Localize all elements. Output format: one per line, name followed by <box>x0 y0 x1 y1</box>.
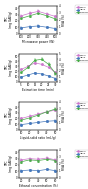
Legend: DPPH, ABTS, Reducing power: DPPH, ABTS, Reducing power <box>75 5 88 14</box>
Y-axis label: RSA (%): RSA (%) <box>62 110 66 122</box>
Y-axis label: TPC
(mg GAE/g): TPC (mg GAE/g) <box>5 107 13 124</box>
Legend: DPPH, ABTS, Reducing power: DPPH, ABTS, Reducing power <box>75 53 88 62</box>
X-axis label: Extraction time (min): Extraction time (min) <box>22 88 54 92</box>
Y-axis label: RSA (%): RSA (%) <box>62 14 66 26</box>
X-axis label: Microwave power (W): Microwave power (W) <box>22 40 54 44</box>
Y-axis label: RSA (%): RSA (%) <box>62 158 66 170</box>
Y-axis label: TPC
(mg GAE/g): TPC (mg GAE/g) <box>5 11 13 28</box>
Legend: DPPH, ABTS, Reducing power: DPPH, ABTS, Reducing power <box>75 149 88 158</box>
Y-axis label: TPC
(mg GAE/g): TPC (mg GAE/g) <box>5 59 13 76</box>
Y-axis label: RSA (%): RSA (%) <box>62 62 66 74</box>
X-axis label: Ethanol concentration (%): Ethanol concentration (%) <box>19 184 58 188</box>
Legend: DPPH, ABTS, Reducing power: DPPH, ABTS, Reducing power <box>75 101 88 110</box>
X-axis label: Liquid-solid ratio (mL/g): Liquid-solid ratio (mL/g) <box>20 136 56 140</box>
Y-axis label: TPC
(mg GAE/g): TPC (mg GAE/g) <box>5 155 13 172</box>
